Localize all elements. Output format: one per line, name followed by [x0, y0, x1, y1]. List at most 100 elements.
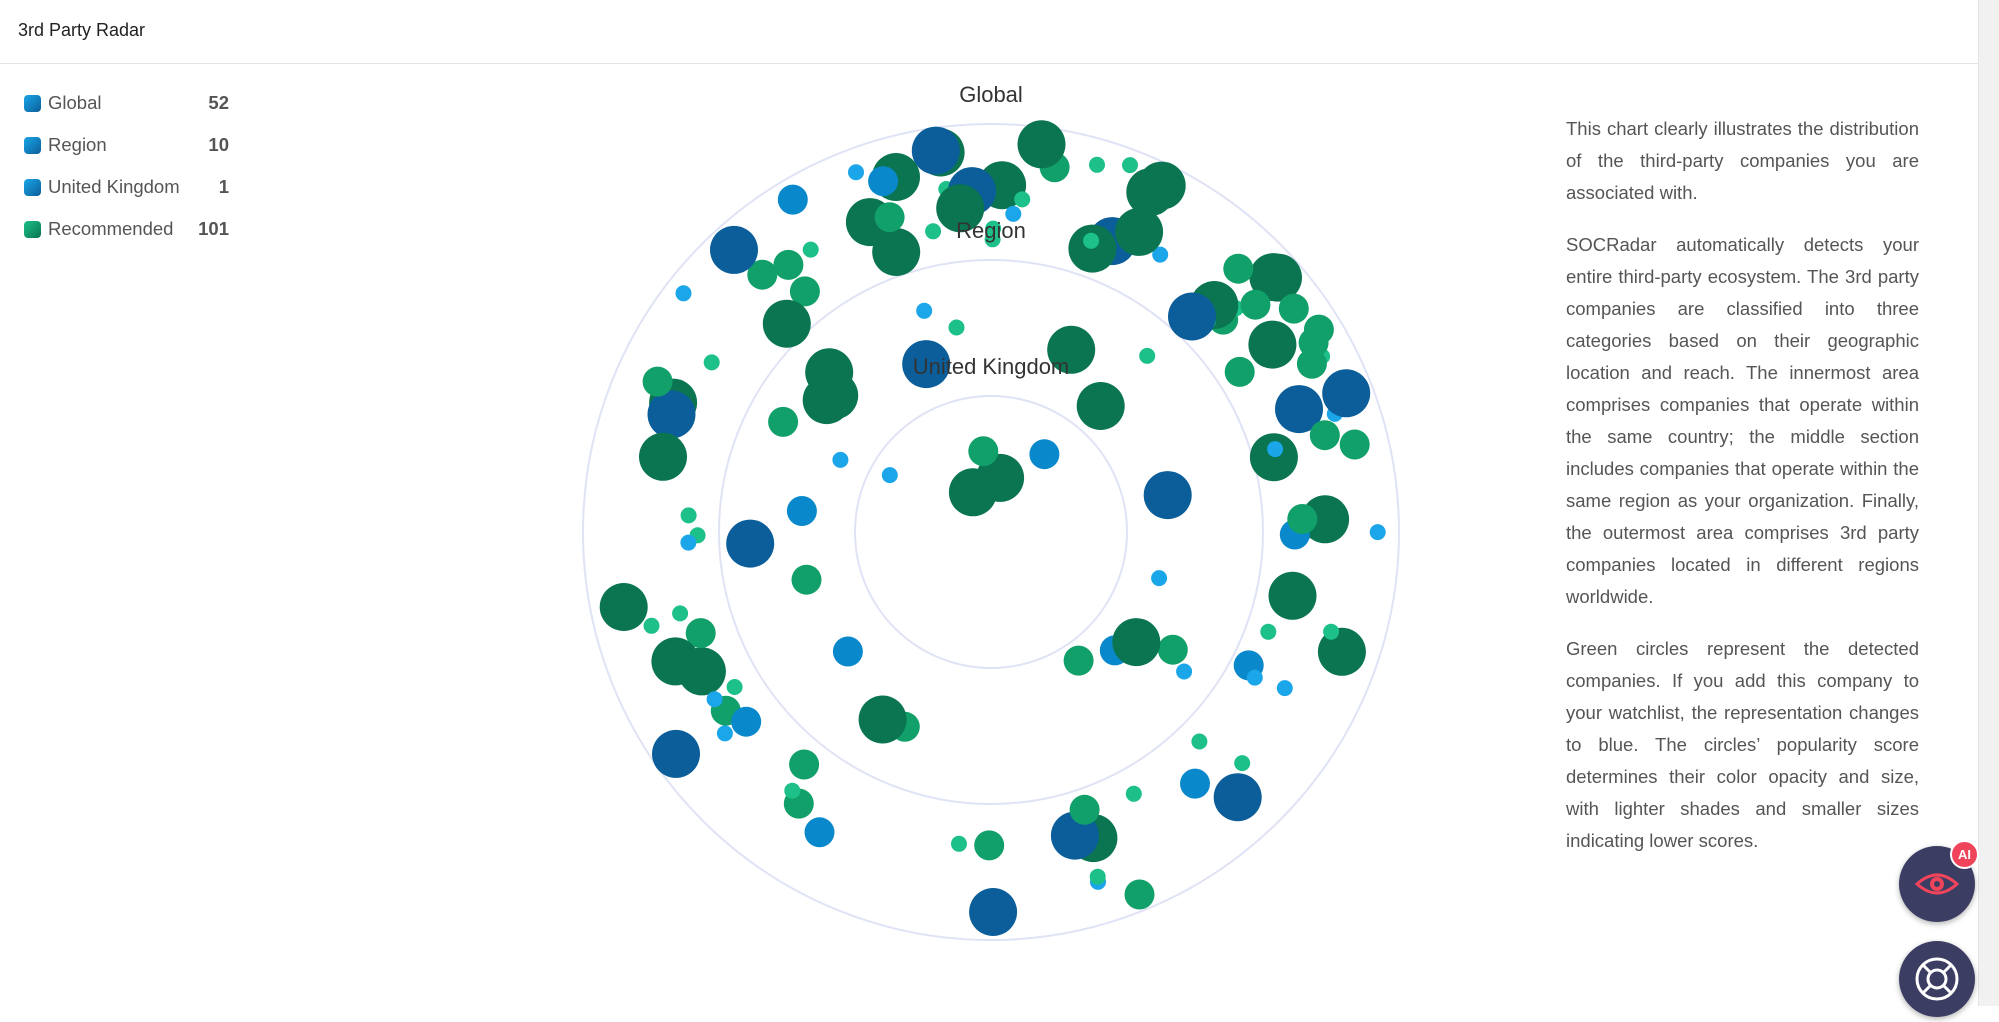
company-bubble[interactable] — [726, 679, 743, 695]
company-bubble[interactable] — [874, 202, 905, 233]
company-bubble[interactable] — [1224, 356, 1255, 387]
company-bubble[interactable] — [680, 534, 697, 551]
company-bubble[interactable] — [1176, 663, 1193, 680]
company-bubble[interactable] — [672, 605, 689, 622]
company-bubble[interactable] — [1125, 785, 1142, 802]
company-bubble[interactable] — [969, 888, 1018, 936]
company-bubble[interactable] — [647, 390, 696, 439]
company-bubble[interactable] — [1298, 327, 1329, 358]
company-bubble[interactable] — [1157, 634, 1188, 665]
company-bubble[interactable] — [651, 637, 700, 686]
company-bubble[interactable] — [639, 432, 687, 481]
company-bubble[interactable] — [784, 782, 801, 799]
company-bubble[interactable] — [642, 366, 673, 397]
company-bubble[interactable] — [1083, 232, 1100, 249]
company-bubble[interactable] — [599, 583, 648, 631]
company-bubble[interactable] — [1069, 794, 1100, 825]
company-bubble[interactable] — [832, 636, 863, 667]
company-bubble[interactable] — [1267, 441, 1284, 458]
company-bubble[interactable] — [848, 164, 864, 181]
company-bubble[interactable] — [881, 467, 898, 484]
company-bubble[interactable] — [858, 695, 907, 744]
company-bubble[interactable] — [985, 220, 1002, 237]
company-bubble[interactable] — [1076, 382, 1125, 430]
company-bubble[interactable] — [1152, 246, 1169, 263]
scrollbar[interactable] — [1978, 0, 1999, 1006]
company-bubble[interactable] — [1309, 420, 1340, 451]
company-bubble[interactable] — [1112, 618, 1161, 667]
company-bubble[interactable] — [1301, 495, 1350, 544]
company-bubble[interactable] — [703, 354, 720, 371]
company-bubble[interactable] — [789, 749, 820, 780]
company-bubble[interactable] — [974, 830, 1005, 861]
company-bubble[interactable] — [1268, 571, 1317, 620]
company-bubble[interactable] — [948, 468, 997, 517]
company-bubble[interactable] — [1029, 439, 1060, 470]
company-bubble[interactable] — [762, 299, 811, 348]
company-bubble[interactable] — [1278, 293, 1309, 324]
ai-assistant-button[interactable] — [1899, 846, 1975, 922]
company-bubble[interactable] — [804, 817, 835, 848]
company-bubble[interactable] — [1240, 289, 1271, 320]
company-bubble[interactable] — [968, 436, 999, 467]
company-bubble[interactable] — [951, 835, 967, 852]
company-bubble[interactable] — [1260, 623, 1277, 640]
company-bubble[interactable] — [652, 729, 700, 778]
company-bubble[interactable] — [1249, 253, 1298, 302]
company-bubble[interactable] — [1089, 868, 1106, 885]
company-bubble[interactable] — [1139, 347, 1156, 364]
company-bubble[interactable] — [868, 166, 899, 197]
company-bubble[interactable] — [832, 451, 849, 468]
company-bubble[interactable] — [1223, 253, 1254, 284]
company-bubble[interactable] — [710, 225, 758, 274]
company-bubble[interactable] — [1180, 768, 1210, 799]
company-bubble[interactable] — [731, 706, 762, 737]
company-bubble[interactable] — [1317, 627, 1366, 676]
company-bubble[interactable] — [1122, 157, 1138, 174]
company-bubble[interactable] — [791, 564, 822, 595]
company-bubble[interactable] — [916, 302, 933, 319]
company-bubble[interactable] — [1089, 156, 1105, 173]
company-bubble[interactable] — [1287, 504, 1318, 534]
company-bubble[interactable] — [768, 406, 799, 437]
company-bubble[interactable] — [675, 285, 692, 302]
company-bubble[interactable] — [777, 184, 808, 215]
company-bubble[interactable] — [1322, 369, 1371, 418]
company-bubble[interactable] — [1005, 205, 1022, 222]
company-bubble[interactable] — [911, 126, 960, 175]
company-bubble[interactable] — [773, 249, 804, 280]
company-bubble[interactable] — [802, 241, 819, 258]
company-bubble[interactable] — [1017, 120, 1066, 169]
company-bubble[interactable] — [747, 259, 778, 290]
company-bubble[interactable] — [936, 184, 985, 233]
company-bubble[interactable] — [1047, 325, 1096, 374]
company-bubble[interactable] — [1126, 168, 1175, 217]
company-bubble[interactable] — [643, 617, 660, 634]
company-bubble[interactable] — [1213, 773, 1262, 822]
company-bubble[interactable] — [680, 507, 697, 524]
company-bubble[interactable] — [805, 348, 854, 397]
company-bubble[interactable] — [1249, 433, 1298, 482]
company-bubble[interactable] — [1151, 570, 1168, 587]
company-bubble[interactable] — [786, 496, 817, 526]
company-bubble[interactable] — [1063, 645, 1094, 676]
help-button[interactable] — [1899, 941, 1975, 1017]
company-bubble[interactable] — [902, 340, 951, 389]
company-bubble[interactable] — [1014, 191, 1031, 208]
company-bubble[interactable] — [716, 725, 733, 742]
company-bubble[interactable] — [706, 691, 723, 708]
company-bubble[interactable] — [1369, 524, 1386, 541]
company-bubble[interactable] — [1115, 207, 1164, 256]
company-bubble[interactable] — [1275, 385, 1323, 434]
company-bubble[interactable] — [1323, 623, 1340, 640]
company-bubble[interactable] — [1276, 680, 1293, 697]
company-bubble[interactable] — [925, 223, 942, 240]
company-bubble[interactable] — [1191, 733, 1208, 750]
company-bubble[interactable] — [1168, 292, 1216, 341]
company-bubble[interactable] — [726, 519, 775, 568]
company-bubble[interactable] — [1248, 320, 1297, 369]
company-bubble[interactable] — [1124, 879, 1155, 910]
company-bubble[interactable] — [948, 319, 965, 336]
company-bubble[interactable] — [789, 276, 820, 307]
company-bubble[interactable] — [1234, 755, 1251, 772]
